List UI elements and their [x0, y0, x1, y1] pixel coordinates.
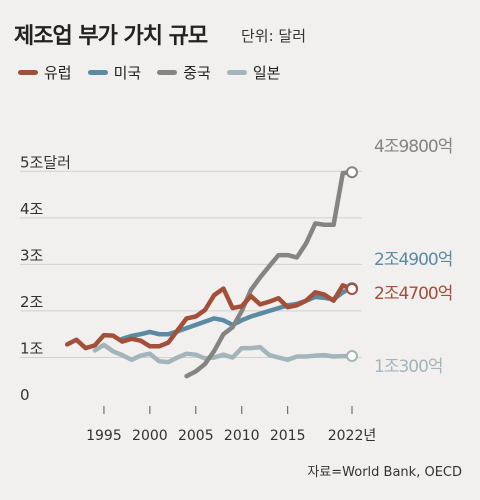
legend-item: 유럽 [18, 62, 72, 83]
x-tick-label: 2022년 [328, 428, 377, 444]
legend-item: 미국 [87, 62, 142, 83]
end-marker-유럽 [346, 283, 358, 296]
y-tick-label: 3조 [20, 246, 44, 264]
chart-title: 제조업 부가 가치 규모 [14, 24, 208, 49]
unit-label: 단위: 달러 [241, 27, 307, 45]
legend-label: 중국 [183, 64, 211, 82]
y-tick-label: 2조 [20, 293, 44, 311]
x-tick-label: 2000 [132, 428, 168, 444]
series-line-중국 [184, 169, 355, 379]
legend: 유럽 미국 중국 일본 [18, 62, 280, 83]
x-tick-label: 2015 [270, 428, 306, 444]
x-tick-label: 2005 [178, 428, 214, 444]
series-line-미국 [120, 285, 355, 342]
y-tick-label: 0 [20, 386, 30, 404]
legend-label: 미국 [113, 64, 142, 82]
x-tick-label: 2010 [224, 428, 260, 444]
series-line-유럽 [64, 283, 355, 351]
series-line-일본 [92, 342, 355, 365]
legend-label: 유럽 [44, 64, 72, 82]
legend-swatch [226, 70, 247, 75]
end-marker-일본 [346, 350, 358, 363]
legend-item: 일본 [226, 62, 281, 83]
y-tick-label: 1조 [20, 339, 44, 357]
end-label-중국: 4조9800억 [374, 137, 452, 157]
end-label-일본: 1조300억 [374, 357, 443, 377]
end-label-미국: 2조4900억 [374, 250, 452, 270]
source-note: 자료=World Bank, OECD [307, 465, 462, 480]
legend-swatch [87, 70, 108, 75]
legend-item: 중국 [157, 62, 211, 83]
x-tick-label: 1995 [86, 428, 122, 444]
legend-swatch [18, 70, 38, 75]
end-label-유럽: 2조4700억 [374, 284, 452, 304]
legend-label: 일본 [252, 64, 281, 82]
y-tick-label: 4조 [20, 200, 44, 218]
end-marker-중국 [346, 166, 358, 179]
y-tick-label: 5조달러 [20, 153, 71, 171]
legend-swatch [157, 70, 178, 75]
